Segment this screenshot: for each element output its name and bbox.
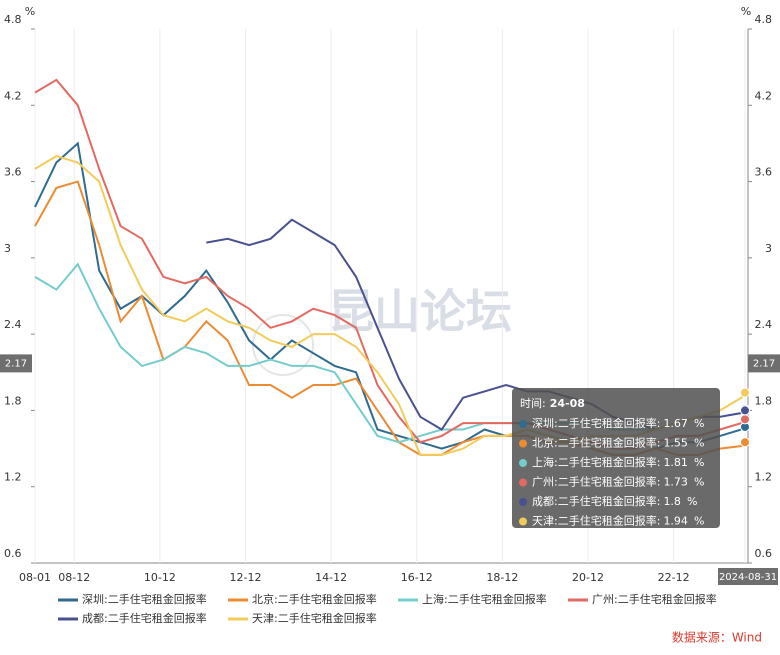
y2-tick-label: 2.4 [755,318,773,331]
y2-tick-label: 0.6 [755,547,773,560]
tooltip-row: 上海:二手住宅租金回报率: 1.81% [532,455,704,469]
tooltip-value: 1.73 [663,476,688,489]
x-tick-label: 08-12 [58,571,90,584]
x-tick-label: 10-12 [144,571,176,584]
tooltip-series: 上海:二手住宅租金回报率 [532,455,657,469]
tooltip-row: 北京:二手住宅租金回报率: 1.55% [532,436,704,450]
x-tick-label: 14-12 [315,571,347,584]
tooltip-dot [519,459,527,467]
x-tick-label: 08-01 [19,571,51,584]
tooltip-sep: : [657,456,661,469]
y2-tick-label: 1.8 [755,394,773,407]
legend-label: 成都:二手住宅租金回报率 [82,611,207,625]
tooltip-unit: % [694,417,704,430]
tooltip-time-value: 24-08 [550,397,585,410]
tooltip-dot [519,478,527,487]
tooltip-value: 1.67 [663,417,688,430]
legend-label: 广州:二手住宅租金回报率 [592,592,717,606]
x-tick-label: 18-12 [486,571,518,584]
crosshair-y-label: 2.17 [5,358,27,369]
tooltip-row: 广州:二手住宅租金回报率: 1.73% [532,475,704,489]
tooltip-sep: : [657,476,661,489]
tooltip-unit: % [694,437,704,450]
tooltip-unit: % [694,515,704,528]
y-tick-label: 4.2 [4,89,22,102]
tooltip-unit: % [687,495,697,508]
tooltip-unit: % [694,476,704,489]
x-tick-label: 12-12 [230,571,262,584]
tooltip-sep: : [657,515,661,528]
tooltip-value: 1.8 [663,495,681,508]
x-tick-label: 20-12 [572,571,604,584]
end-point [740,387,750,398]
y-tick-label: 1.8 [4,394,22,407]
tooltip-dot [519,439,527,448]
legend-label: 天津:二手住宅租金回报率 [252,611,377,625]
watermark-group: 昆山论坛 [252,285,512,376]
tooltip-row: 成都:二手住宅租金回报率: 1.8% [532,494,697,508]
watermark: 昆山论坛 [328,285,512,339]
legend-label: 上海:二手住宅租金回报率 [422,592,547,606]
crosshair-y2-box [748,354,780,373]
y2-unit: % [741,5,751,18]
end-point [740,414,750,425]
tooltip-unit: % [694,456,704,469]
y-tick-label: 2.4 [4,318,22,331]
tooltip-series: 天津:二手住宅租金回报率 [532,514,657,528]
y2-tick-label: 3.6 [755,166,773,179]
y-tick-label: 3 [4,242,11,255]
tooltip-sep: : [657,495,661,508]
end-point [740,405,750,416]
crosshair-y-box [0,354,32,373]
legend-label: 深圳:二手住宅租金回报率 [82,592,207,606]
tooltip-series: 广州:二手住宅租金回报率 [532,475,657,489]
y2-tick-label: 4.2 [755,89,773,102]
y-tick-label: 3.6 [4,166,22,179]
tooltip-time-label: 时间: [520,397,546,410]
tooltip-series: 北京:二手住宅租金回报率 [532,436,657,450]
y2-tick-label: 3 [765,242,772,255]
y-tick-label: 4.8 [4,13,22,26]
y-tick-label: 0.6 [4,547,22,560]
y-unit: % [25,5,35,18]
x-tick-label: 16-12 [401,571,433,584]
tooltip-dot [519,420,527,428]
tooltip-box [512,388,720,528]
source: 数据来源：Wind [672,630,762,645]
tooltip-dot [519,498,527,506]
tooltip-time: 时间: 24-08 [520,397,585,410]
tooltip-sep: : [657,417,661,430]
crosshair-x-label: 2024-08-31 [719,572,777,583]
legend-label: 北京:二手住宅租金回报率 [252,592,377,606]
y-tick-label: 1.2 [4,471,22,484]
tooltip-dot [519,517,527,526]
y2-tick-label: 1.2 [755,471,773,484]
tooltip-series: 深圳:二手住宅租金回报率 [532,416,657,430]
tooltip-series: 成都:二手住宅租金回报率 [532,494,657,508]
tooltip-row: 天津:二手住宅租金回报率: 1.94% [532,514,704,528]
tooltip-row: 深圳:二手住宅租金回报率: 1.67% [532,416,704,430]
crosshair-y2-label: 2.17 [753,358,775,369]
y2-tick-label: 4.8 [755,13,773,26]
x-tick-label: 22-12 [658,571,690,584]
end-point [740,437,750,448]
tooltip-value: 1.94 [663,515,688,528]
tooltip-value: 1.81 [663,456,688,469]
tooltip-sep: : [657,437,661,450]
crosshair-x-box [718,568,778,585]
tooltip-value: 1.55 [663,437,688,450]
